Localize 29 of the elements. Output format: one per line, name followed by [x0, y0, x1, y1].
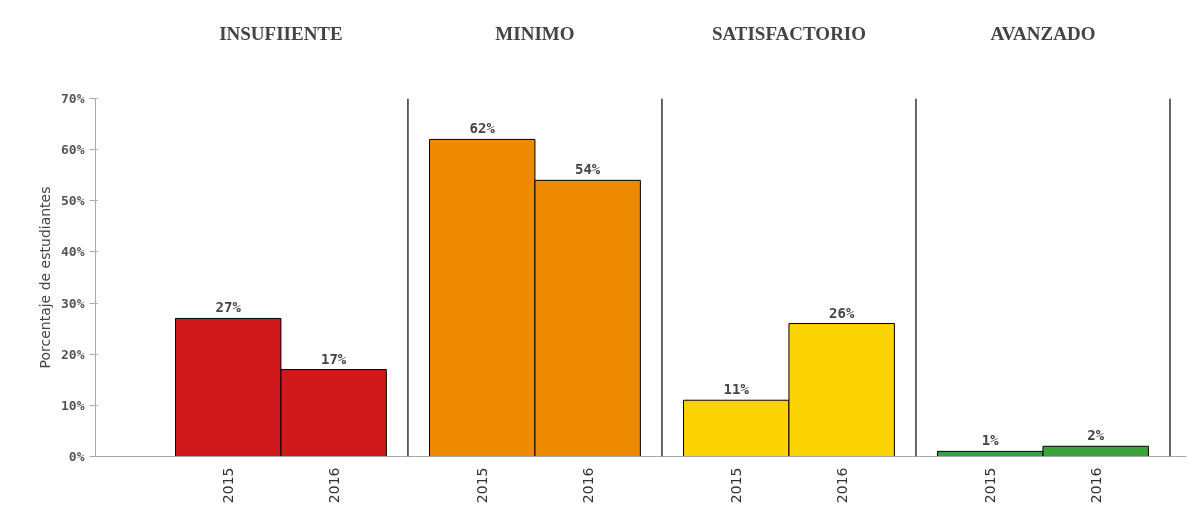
- data-label: 1%: [981, 432, 1000, 449]
- y-tick-label: 10%: [61, 397, 85, 413]
- y-tick-label: 40%: [61, 244, 85, 260]
- y-tick-label: 50%: [61, 193, 85, 209]
- x-tick-label: 2015: [220, 467, 237, 504]
- text: MINIMO: [495, 23, 575, 45]
- y-axis-title: Porcentaje de estudiantes: [37, 186, 54, 369]
- x-tick-label: 2016: [1087, 467, 1104, 504]
- y-tick-label: 70%: [61, 91, 85, 106]
- x-tick-label: 2016: [579, 467, 596, 504]
- data-label: 54%: [575, 161, 601, 178]
- data-label: 27%: [215, 299, 242, 316]
- y-tick-label: 30%: [61, 295, 85, 311]
- x-tick-label: 2015: [982, 467, 999, 504]
- text: SATISFACTORIO: [711, 23, 867, 45]
- y-tick-label: 60%: [61, 142, 85, 158]
- y-tick-label: 20%: [61, 346, 85, 362]
- data-label: 62%: [469, 120, 496, 137]
- data-label: 2%: [1087, 427, 1105, 444]
- x-tick-label: 2015: [474, 467, 491, 504]
- y-tick-label: 0%: [68, 449, 85, 464]
- text: AVANZADO: [990, 23, 1096, 45]
- data-label: 17%: [321, 350, 347, 367]
- x-tick-label: 2015: [728, 467, 745, 504]
- x-tick-label: 2016: [833, 467, 850, 504]
- data-label: 11%: [723, 381, 750, 398]
- x-tick-label: 2016: [325, 467, 342, 504]
- text: INSUFIIENTE: [219, 23, 343, 45]
- data-label: 26%: [829, 304, 855, 321]
